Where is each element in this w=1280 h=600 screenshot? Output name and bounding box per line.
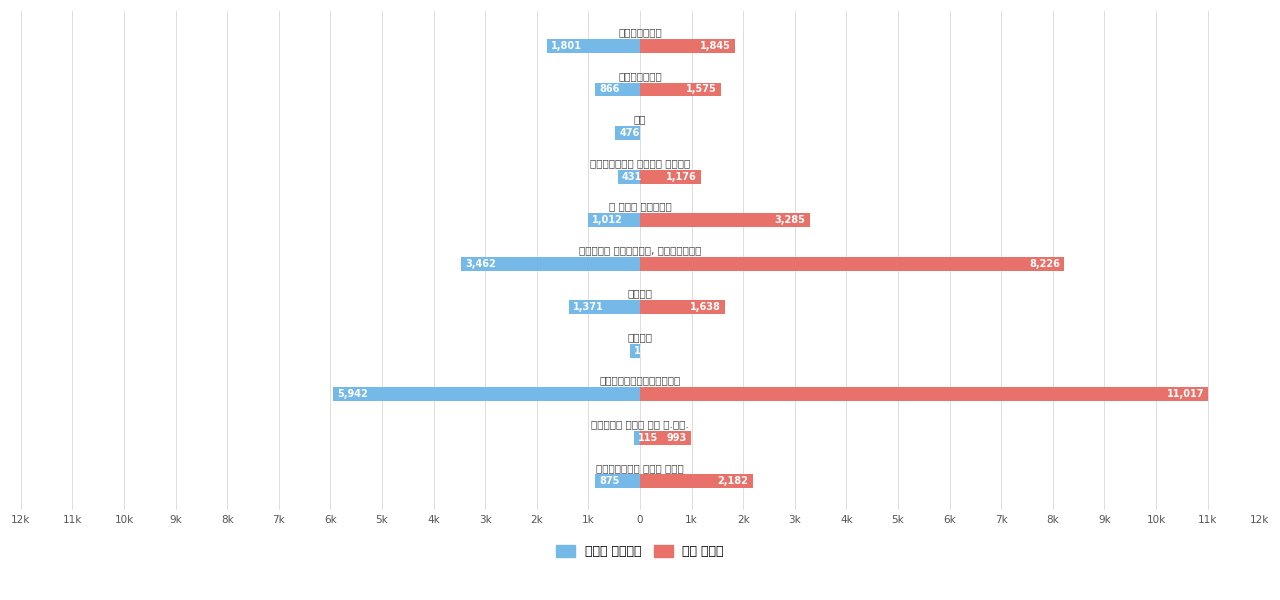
Text: 115: 115 bbox=[639, 433, 658, 443]
Text: 5,942: 5,942 bbox=[338, 389, 369, 400]
Text: 1,176: 1,176 bbox=[666, 172, 696, 182]
Text: 유진테크: 유진테크 bbox=[627, 332, 653, 342]
Text: 주성엔지니어링: 주성엔지니어링 bbox=[618, 27, 662, 37]
Text: 가부시키가이샤 코쿠사이 엘렉트릭: 가부시키가이샤 코쿠사이 엘렉트릭 bbox=[590, 158, 690, 168]
Bar bbox=[588, 213, 640, 227]
Text: 3,285: 3,285 bbox=[774, 215, 805, 225]
Text: 993: 993 bbox=[667, 433, 687, 443]
Text: 431: 431 bbox=[622, 172, 643, 182]
Bar bbox=[634, 431, 640, 445]
Bar bbox=[640, 170, 700, 184]
Bar bbox=[595, 475, 640, 488]
Text: 1,012: 1,012 bbox=[591, 215, 622, 225]
Text: 도쿄엘렉트론가부시키가이샤: 도쿄엘렉트론가부시키가이샤 bbox=[599, 376, 681, 386]
Text: 가부시키가이샤 스크린 홀딩스: 가부시키가이샤 스크린 홀딩스 bbox=[596, 463, 684, 473]
Text: 어플라이드 머티어리얼스, 인코포레이티드: 어플라이드 머티어리얼스, 인코포레이티드 bbox=[579, 245, 701, 255]
Bar bbox=[640, 39, 735, 53]
Bar bbox=[640, 388, 1208, 401]
Text: 1,845: 1,845 bbox=[700, 41, 731, 51]
Text: 원익아이피에스: 원익아이피에스 bbox=[618, 71, 662, 81]
Text: 2,182: 2,182 bbox=[718, 476, 749, 487]
Bar bbox=[630, 344, 640, 358]
Bar bbox=[616, 126, 640, 140]
Text: 11,017: 11,017 bbox=[1167, 389, 1204, 400]
Bar bbox=[547, 39, 640, 53]
Text: 1,801: 1,801 bbox=[552, 41, 582, 51]
Text: 1,371: 1,371 bbox=[573, 302, 604, 312]
Text: 866: 866 bbox=[599, 85, 620, 94]
Legend: 심사관 피인용수, 공개 특허수: 심사관 피인용수, 공개 특허수 bbox=[550, 540, 730, 563]
Text: 3,462: 3,462 bbox=[466, 259, 497, 269]
Text: 8,226: 8,226 bbox=[1029, 259, 1060, 269]
Bar bbox=[640, 475, 753, 488]
Text: 194: 194 bbox=[634, 346, 654, 356]
Bar bbox=[640, 213, 809, 227]
Bar bbox=[461, 257, 640, 271]
Text: 1,638: 1,638 bbox=[690, 302, 721, 312]
Bar bbox=[640, 300, 724, 314]
Text: 1,575: 1,575 bbox=[686, 85, 717, 94]
Text: 에이에스엠 아이피 홀딩 비.브이.: 에이에스엠 아이피 홀딩 비.브이. bbox=[591, 419, 689, 429]
Text: 테스: 테스 bbox=[634, 115, 646, 124]
Bar bbox=[618, 170, 640, 184]
Text: 875: 875 bbox=[599, 476, 620, 487]
Bar bbox=[640, 431, 691, 445]
Text: 476: 476 bbox=[620, 128, 640, 138]
Text: 인베니아: 인베니아 bbox=[627, 289, 653, 299]
Bar bbox=[640, 257, 1065, 271]
Bar bbox=[595, 83, 640, 97]
Bar bbox=[570, 300, 640, 314]
Bar bbox=[333, 388, 640, 401]
Bar bbox=[640, 83, 721, 97]
Text: 램 리써치 코포레이션: 램 리써치 코포레이션 bbox=[608, 202, 672, 211]
